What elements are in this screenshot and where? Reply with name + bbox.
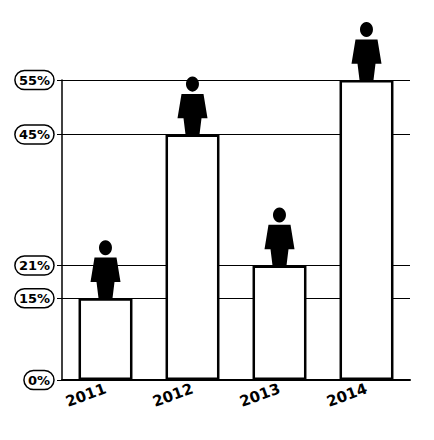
svg-text:55%: 55% — [19, 73, 50, 88]
svg-text:2012: 2012 — [150, 380, 195, 411]
svg-text:2013: 2013 — [237, 380, 282, 411]
svg-text:2014: 2014 — [324, 380, 369, 411]
svg-text:15%: 15% — [19, 291, 50, 306]
svg-text:21%: 21% — [19, 258, 50, 273]
svg-text:0%: 0% — [28, 373, 50, 388]
svg-text:45%: 45% — [19, 127, 50, 142]
svg-text:2011: 2011 — [63, 380, 108, 411]
